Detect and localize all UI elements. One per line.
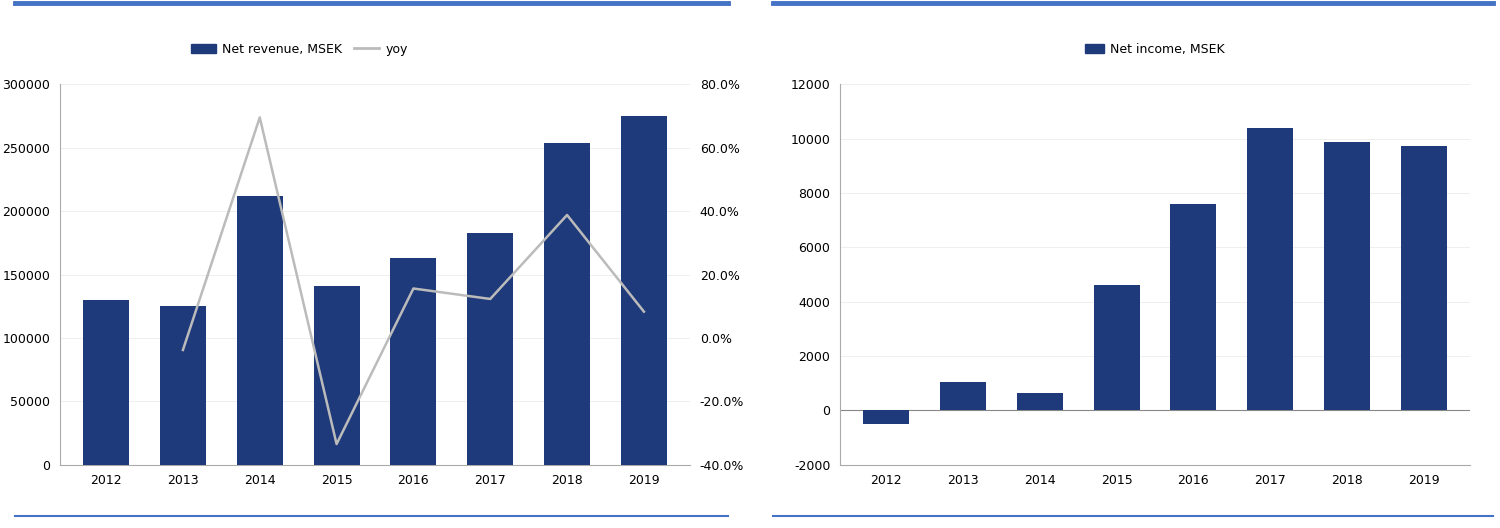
Bar (544, 143, 590, 465)
Bar (314, 286, 360, 465)
Bar (1017, 393, 1064, 410)
Bar (1324, 142, 1370, 410)
Legend: Net revenue, MSEK, yoy: Net revenue, MSEK, yoy (186, 37, 412, 61)
Bar (862, 410, 909, 424)
Bar (1246, 128, 1293, 410)
Bar (1094, 286, 1140, 410)
Bar (621, 116, 668, 465)
Bar (237, 196, 284, 465)
Bar (160, 306, 206, 465)
Bar (466, 233, 513, 465)
Legend: Net income, MSEK: Net income, MSEK (1080, 37, 1230, 61)
Bar (1401, 146, 1447, 410)
Bar (1170, 204, 1216, 410)
Bar (390, 258, 436, 465)
Bar (940, 382, 986, 410)
Bar (82, 300, 129, 465)
